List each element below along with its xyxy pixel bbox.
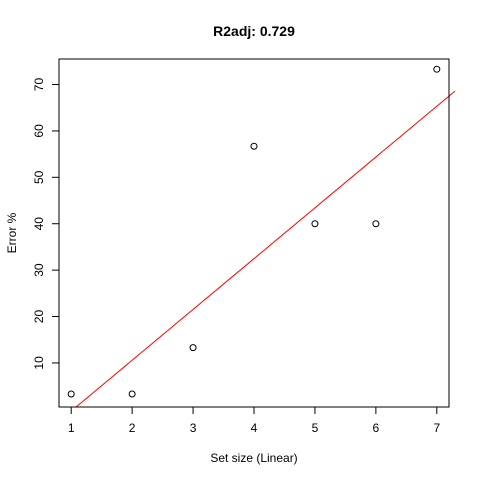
y-tick-label: 40 <box>32 217 46 231</box>
data-point <box>128 390 136 398</box>
x-axis: 1 2 3 4 5 6 7 <box>68 406 440 435</box>
y-tick-label: 60 <box>32 124 46 138</box>
regression-line <box>75 90 456 408</box>
data-point <box>311 220 319 228</box>
x-tick-label: 5 <box>312 421 319 435</box>
data-point <box>250 142 258 150</box>
data-point <box>433 65 441 73</box>
chart-title: R2adj: 0.729 <box>213 23 295 39</box>
data-point <box>372 220 380 228</box>
x-tick-label: 3 <box>190 421 197 435</box>
x-tick-label: 2 <box>129 421 136 435</box>
y-tick-label: 20 <box>32 310 46 324</box>
x-tick-label: 4 <box>251 421 258 435</box>
y-axis: 10 20 30 40 50 60 70 <box>32 78 60 370</box>
plot-area <box>67 65 456 408</box>
x-tick-label: 6 <box>373 421 380 435</box>
x-tick-label: 7 <box>433 421 440 435</box>
plot-box <box>58 58 450 408</box>
data-point <box>189 344 197 352</box>
x-axis-label: Set size (Linear) <box>210 451 297 465</box>
y-tick-label: 10 <box>32 356 46 370</box>
data-point <box>67 390 75 398</box>
y-tick-label: 50 <box>32 170 46 184</box>
y-tick-label: 30 <box>32 263 46 277</box>
y-tick-label: 70 <box>32 78 46 92</box>
x-tick-label: 1 <box>68 421 75 435</box>
y-axis-label: Error % <box>5 212 19 253</box>
